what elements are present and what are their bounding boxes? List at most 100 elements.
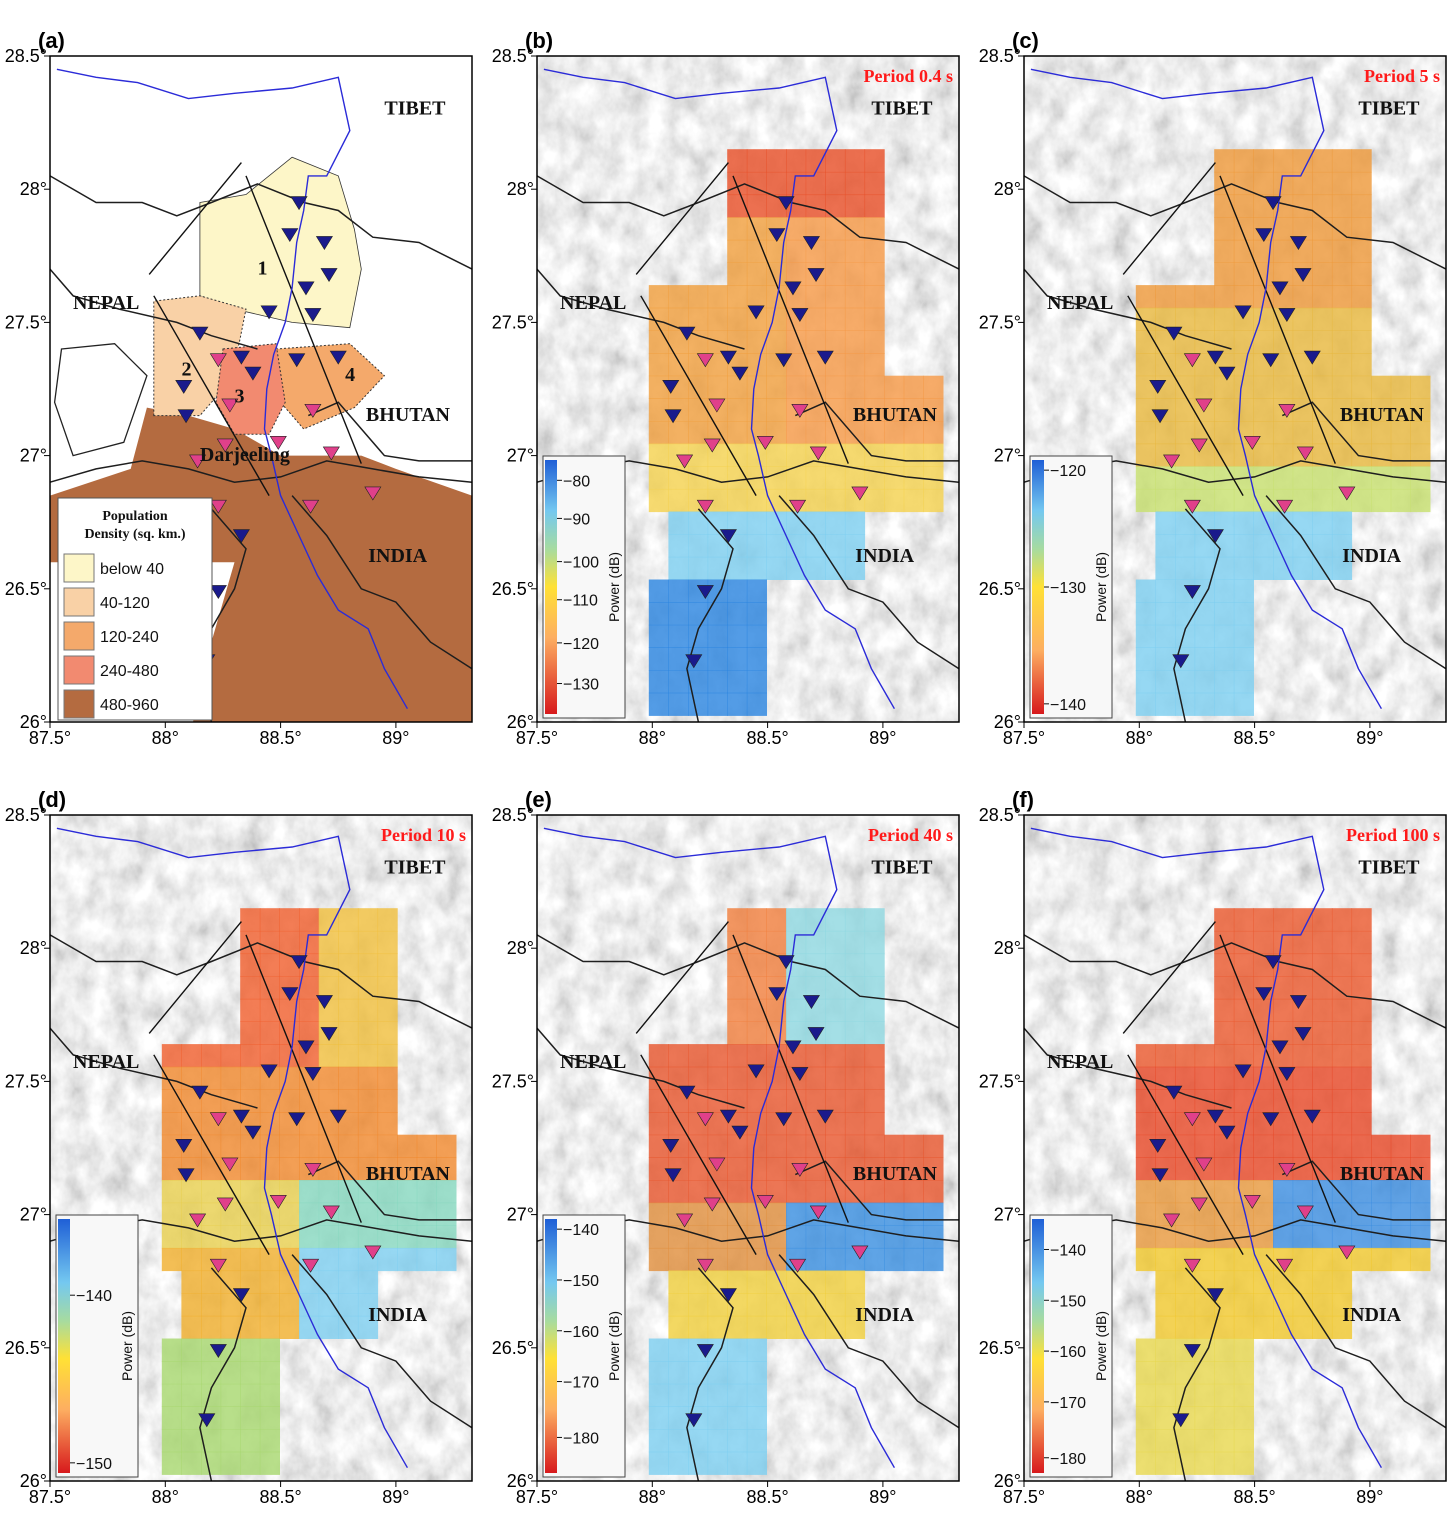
power-cell: [1312, 285, 1333, 309]
power-cell: [1273, 1021, 1294, 1045]
power-cell: [746, 307, 767, 331]
power-cell: [1292, 1225, 1313, 1249]
border-line: [307, 401, 472, 462]
power-cell: [1312, 1293, 1333, 1317]
panel-label: (b): [525, 28, 553, 53]
station-blue-marker: [198, 1413, 216, 1428]
power-cell: [727, 579, 748, 603]
station-pink-marker: [1195, 398, 1213, 413]
power-cell: [1233, 534, 1254, 558]
station-blue-marker: [191, 326, 209, 341]
power-cell: [727, 511, 748, 535]
station-blue-marker: [244, 1125, 262, 1140]
power-cell: [357, 953, 379, 977]
power-cell: [1194, 602, 1215, 626]
power-cell: [766, 534, 787, 558]
power-cell: [864, 953, 885, 977]
power-cell: [1351, 1157, 1372, 1181]
power-cell: [1410, 466, 1431, 490]
power-cell: [1351, 443, 1372, 467]
power-cell: [1135, 1429, 1156, 1453]
power-cell: [786, 375, 807, 399]
power-cell: [240, 1044, 261, 1068]
station-blue-marker: [1271, 1040, 1289, 1055]
power-cell: [1410, 375, 1431, 399]
station-blue-marker: [775, 1112, 793, 1127]
x-tick-label: 88.5°: [1233, 1487, 1275, 1507]
station-pink-marker: [1278, 1163, 1296, 1177]
power-cell: [397, 1134, 418, 1158]
power-cell: [805, 534, 826, 558]
power-cell: [727, 1451, 748, 1475]
power-cell: [1390, 443, 1411, 467]
power-cell: [668, 307, 689, 331]
power-cell: [1194, 579, 1215, 603]
station-blue-marker: [1206, 350, 1224, 365]
power-cell: [707, 1044, 728, 1068]
colorbar-title: Power (dB): [606, 552, 622, 622]
power-cell: [1233, 194, 1254, 218]
power-cell: [1292, 953, 1313, 977]
power-cell: [648, 1066, 669, 1090]
power-cell: [746, 285, 767, 309]
power-cell: [1312, 217, 1333, 241]
power-cell: [844, 307, 866, 331]
power-cell: [1351, 976, 1372, 1000]
panel-label: (c): [1012, 28, 1039, 53]
power-cell: [1331, 534, 1353, 558]
power-cell: [688, 307, 709, 331]
power-cell: [1351, 217, 1372, 241]
power-cell: [1253, 1293, 1274, 1317]
power-cell: [1214, 1270, 1235, 1294]
power-cell: [727, 466, 748, 490]
station-pink-marker: [791, 1163, 809, 1177]
power-cell: [1135, 443, 1156, 467]
power-cell: [746, 330, 767, 354]
power-cell: [903, 1202, 924, 1226]
y-tick-label: 27.5°: [979, 1071, 1021, 1091]
power-cell: [727, 1180, 748, 1204]
power-cell: [1351, 1089, 1372, 1113]
power-cell: [201, 1180, 222, 1204]
power-cell: [1331, 421, 1353, 445]
power-cell: [688, 285, 709, 309]
colorbar-tick-label: −110: [563, 593, 598, 610]
power-cell: [727, 647, 748, 671]
power-cell: [1135, 488, 1156, 513]
power-cell: [648, 285, 669, 309]
power-cell: [1312, 953, 1333, 977]
power-cell: [1233, 1293, 1254, 1317]
river: [543, 827, 896, 1469]
power-cell: [707, 1270, 728, 1294]
power-cell: [1273, 262, 1294, 286]
power-cell: [786, 353, 807, 377]
power-cell: [844, 1293, 866, 1317]
border-line: [536, 1027, 745, 1109]
x-tick-label: 87.5°: [516, 1487, 558, 1507]
power-cell: [1175, 1044, 1196, 1068]
power-cell: [805, 953, 826, 977]
power-cell: [688, 1180, 709, 1204]
power-cell: [727, 670, 748, 694]
power-cell: [746, 1383, 767, 1407]
power-cell: [727, 217, 748, 241]
zone-label-4: 4: [345, 364, 355, 386]
colorbar-gradient: [545, 460, 557, 714]
power-cell: [825, 239, 846, 263]
station-blue-marker: [1206, 529, 1224, 544]
station-pink-marker: [851, 1245, 869, 1260]
power-cell: [1331, 1180, 1353, 1204]
power-cell: [1331, 149, 1353, 173]
colorbar-title: Power (dB): [1093, 1311, 1109, 1381]
power-cell: [844, 443, 866, 467]
power-cell: [688, 466, 709, 490]
power-cell: [1214, 375, 1235, 399]
power-cell: [416, 1247, 437, 1272]
power-cell: [1253, 1270, 1274, 1294]
power-cell: [727, 1361, 748, 1385]
power-cell: [668, 556, 689, 580]
power-cell: [1194, 353, 1215, 377]
power-cell: [1273, 149, 1294, 173]
y-tick-label: 26.5°: [492, 579, 534, 599]
power-cell: [161, 1406, 182, 1430]
